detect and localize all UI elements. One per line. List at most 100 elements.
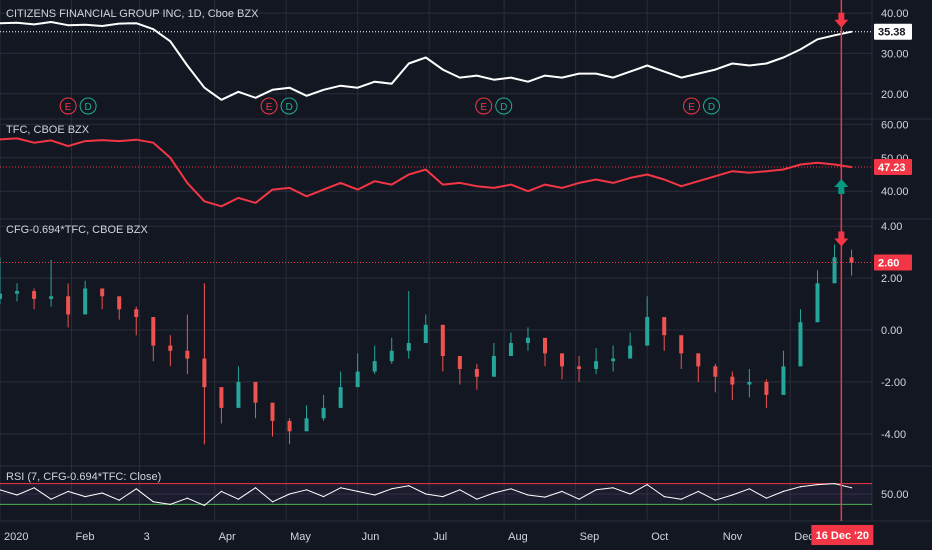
data-point [220, 490, 223, 492]
pane-title: RSI (7, CFG-0.694*TFC: Close) [6, 471, 161, 483]
data-point [748, 64, 750, 67]
data-point [833, 163, 836, 166]
data-point [782, 168, 785, 171]
data-point [152, 28, 154, 30]
earnings-badge [260, 97, 278, 115]
data-point [254, 487, 257, 489]
dividend-badge-label: D [708, 102, 715, 113]
data-point [731, 170, 733, 172]
data-point [237, 197, 240, 199]
candle-body [747, 381, 752, 385]
data-point [476, 75, 478, 77]
last-value-box [874, 159, 912, 176]
data-point [152, 142, 154, 144]
data-point [850, 166, 853, 168]
candle-body [662, 317, 667, 336]
candle-body [168, 345, 173, 351]
x-tick-label: Jul [433, 531, 447, 543]
candle-body [117, 296, 122, 310]
cursor-date-label: 16 Dec '20 [816, 530, 869, 542]
last-value-label: 47.23 [878, 162, 906, 174]
x-tick-label: Feb [76, 531, 95, 543]
sell-arrow-icon [834, 231, 849, 247]
data-point [101, 492, 103, 494]
data-point [305, 95, 308, 97]
x-tick-label: Sep [580, 531, 600, 543]
y-tick-label: 4.00 [881, 221, 902, 233]
data-point [527, 190, 529, 192]
y-tick-label: 30.00 [881, 48, 909, 60]
candle-body [202, 358, 207, 388]
candle-body [236, 381, 241, 408]
candle-body [560, 353, 565, 367]
earnings-badge [682, 97, 700, 115]
data-point [118, 140, 120, 142]
candle-body [389, 350, 394, 362]
last-value-box [874, 254, 912, 271]
data-point [629, 70, 631, 73]
y-tick-label: 20.00 [881, 89, 909, 101]
candle-body [32, 291, 37, 299]
candle-body [679, 335, 684, 354]
data-point [714, 68, 716, 71]
data-point [135, 22, 137, 24]
data-point [33, 487, 35, 489]
data-point [493, 79, 495, 81]
data-point [578, 73, 580, 75]
dividend-badge [495, 97, 513, 115]
candle-body [781, 366, 786, 395]
data-point [135, 488, 137, 490]
data-point [799, 48, 802, 50]
data-point [203, 504, 205, 507]
data-point [169, 40, 171, 42]
data-point [544, 496, 546, 498]
data-point [680, 77, 682, 79]
data-point [765, 497, 768, 499]
data-point [833, 483, 836, 485]
candle-body [832, 257, 837, 284]
data-point [203, 200, 205, 202]
data-point [510, 77, 512, 79]
x-tick-label: 3 [144, 531, 150, 543]
y-tick-label: 2.00 [881, 273, 902, 285]
data-point [203, 87, 205, 89]
y-tick-label: 0.00 [881, 325, 902, 337]
candle-body [508, 343, 513, 356]
candle-body [798, 322, 803, 367]
y-tick-label: 40.00 [881, 8, 909, 20]
data-point [271, 89, 274, 91]
panes: 20.00 30.00 40.00 CITIZENS FINANCIAL GROUP … [0, 8, 912, 507]
data-point [425, 56, 427, 59]
data-point [288, 187, 291, 189]
data-point [680, 498, 682, 500]
last-value-label: 2.60 [878, 258, 899, 270]
candle-body [474, 368, 479, 377]
pane-4: 50.00 RSI (7, CFG-0.694*TFC: Close) [0, 471, 909, 507]
data-point [0, 22, 1, 24]
x-tick-label: Dec [794, 531, 814, 543]
data-point [152, 501, 154, 503]
data-point [714, 499, 716, 501]
y-tick-label: -4.00 [881, 429, 906, 441]
data-point [220, 99, 223, 101]
x-tick-label: Apr [219, 531, 236, 543]
x-tick-label: Jun [362, 531, 380, 543]
data-point [118, 22, 120, 25]
data-point [663, 496, 665, 498]
data-point [816, 38, 819, 40]
rsi-band [0, 483, 872, 505]
data-point [16, 494, 18, 496]
data-point [612, 487, 614, 489]
data-point [731, 494, 733, 496]
data-point [322, 188, 325, 191]
pane-3: -4.00 -2.00 0.00 2.00 4.00 CFG-0.694*TFC, CBO… [0, 221, 912, 445]
x-tick-label: Nov [723, 531, 743, 543]
data-point [544, 183, 546, 186]
data-point [340, 487, 342, 489]
data-point [850, 487, 853, 489]
candle-body [594, 361, 599, 369]
data-point [765, 62, 768, 65]
candle-body [270, 402, 275, 421]
data-point [237, 498, 240, 500]
data-point [442, 496, 444, 498]
